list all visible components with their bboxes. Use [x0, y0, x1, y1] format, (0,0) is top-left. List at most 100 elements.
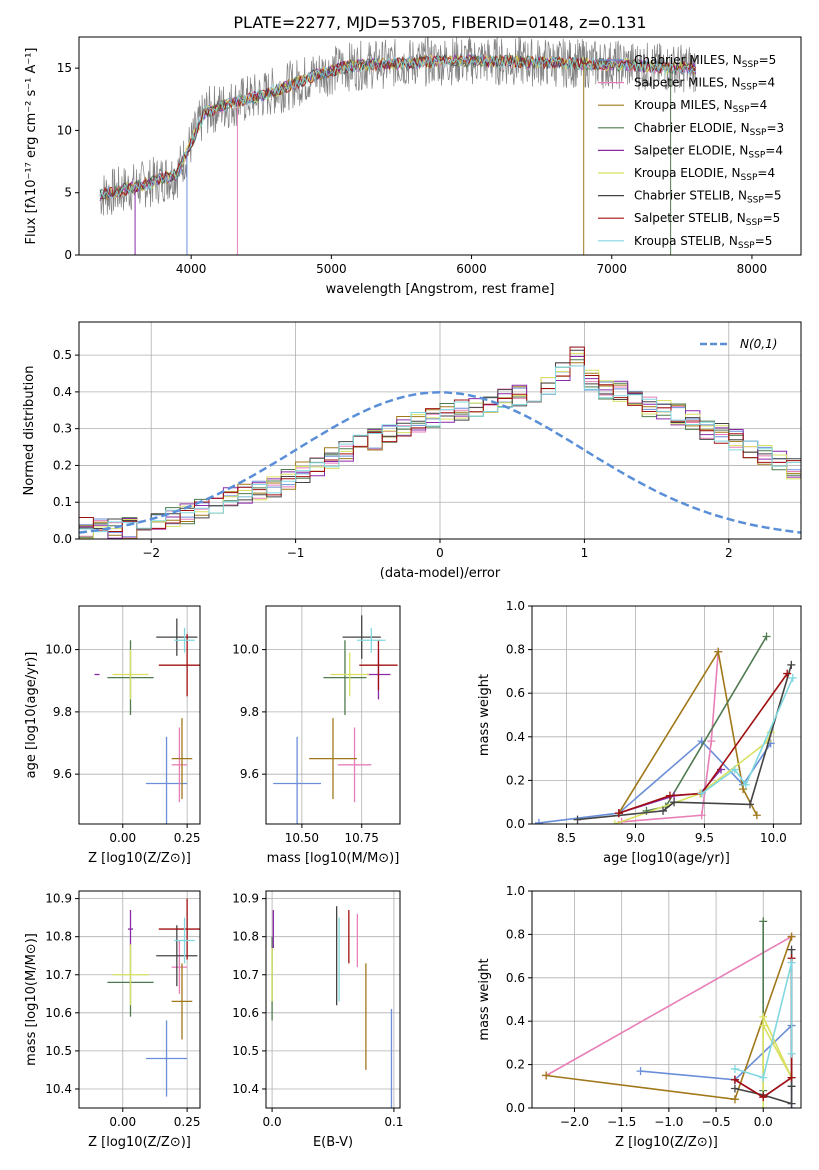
point-marker-salpeter_stelib: [730, 1075, 739, 1084]
y-tick-label: 0.8: [506, 927, 525, 941]
x-tick-label: 0.0: [263, 1115, 282, 1129]
point-marker-kroupa_miles: [739, 785, 748, 794]
point-marker-chabrier_stelib: [787, 660, 796, 669]
y-tick-label: 10.0: [232, 643, 259, 657]
x-tick-label: −1.0: [654, 1115, 683, 1129]
figure-title: PLATE=2277, MJD=53705, FIBERID=0148, z=0…: [233, 13, 646, 32]
x-axis-label: (data-model)/error: [380, 566, 501, 581]
plot-area-age_vs_mass: [273, 615, 398, 824]
series-line-salpeter_stelib: [618, 673, 788, 814]
plot-area-mass_weight_vs_Z: [542, 917, 796, 1108]
point-marker-chabrier_miles: [534, 818, 543, 824]
axes-frame: [78, 890, 201, 1109]
point-marker-kroupa_elodie: [610, 820, 619, 824]
y-tick-label: 0.2: [506, 1058, 525, 1072]
y-tick-label: 0.4: [53, 385, 72, 399]
y-tick-label: 10.8: [232, 930, 259, 944]
x-tick-label: −1.5: [607, 1115, 636, 1129]
y-tick-label: 10.7: [232, 968, 259, 982]
y-tick-label: 10.0: [45, 643, 72, 657]
axes-frame: [78, 36, 802, 256]
y-axis-label: mass weight: [477, 674, 492, 756]
series-line-salpeter_miles: [545, 935, 792, 1077]
point-marker-kroupa_miles: [714, 647, 723, 656]
series-line-kroupa_elodie: [762, 1016, 793, 1108]
y-tick-label: 0.4: [506, 1014, 525, 1028]
y-tick-label: 9.6: [53, 767, 72, 781]
axes-spectrum: 4000 5000 6000 7000 8000 0 5 10 15 wavelength [An…: [24, 36, 802, 297]
observed-spectrum-line: [99, 37, 696, 216]
point-marker-kroupa_miles: [542, 1071, 551, 1080]
axes-mass_weight_vs_age: 8.5 9.0 9.5 10.0 0.0 0.2 0.4 0.6 0.8 1.0 age [log1…: [477, 599, 802, 866]
axes-age_vs_Z: 0.00 0.25 9.6 9.8 10.0 Z [log10(Z/Z⊙)] age [lo…: [24, 605, 201, 866]
point-marker-kroupa_miles: [730, 1095, 739, 1104]
plot-area-spectrum: [99, 37, 697, 255]
legend-label: Kroupa STELIB, NSSP=5: [634, 234, 772, 251]
y-tick-label: 0.4: [506, 730, 525, 744]
point-marker-chabrier_stelib: [730, 1084, 739, 1093]
normal-curve: [79, 391, 801, 534]
x-tick-label: 10.75: [345, 831, 379, 845]
x-tick-label: 0.0: [754, 1115, 773, 1129]
axes-mass_vs_ebv: 0.0 0.1 10.4 10.5 10.6 10.7 10.8 10.9 E(B-V): [232, 890, 403, 1150]
point-marker-salpeter_stelib: [665, 791, 674, 800]
x-axis-label: age [log10(age/yr)]: [603, 851, 730, 866]
legend-label: Kroupa ELODIE, NSSP=4: [634, 166, 775, 183]
spectrum-legend: Chabrier MILES, NSSP=5 Salpeter MILES, NS…: [598, 53, 784, 251]
hist-legend: N(0,1): [700, 337, 777, 351]
x-tick-label: −1: [287, 546, 305, 560]
y-tick-label: 0.2: [53, 458, 72, 472]
series-line-kroupa_miles: [618, 649, 758, 816]
point-marker-kroupa_elodie: [759, 1021, 768, 1030]
point-marker-kroupa_stelib: [759, 1073, 768, 1082]
y-tick-label: 10.8: [45, 930, 72, 944]
axes-mass_weight_vs_Z: −2.0 −1.5 −1.0 −0.5 0.0 0.0 0.2 0.4 0.6 0.8 1.0 Z […: [477, 884, 802, 1150]
y-tick-label: 0.6: [506, 686, 525, 700]
x-tick-label: 8000: [737, 262, 768, 276]
x-tick-label: 0.25: [174, 831, 201, 845]
y-axis-label: mass [log10(M/M⊙)]: [24, 933, 39, 1066]
point-marker-kroupa_stelib: [787, 958, 796, 967]
x-tick-label: 10.0: [760, 831, 787, 845]
legend-label: Chabrier MILES, NSSP=5: [634, 53, 776, 70]
x-tick-label: 0.25: [174, 1115, 201, 1129]
y-tick-label: 10.4: [45, 1082, 72, 1096]
y-tick-label: 10.6: [232, 1006, 259, 1020]
model-spectrum-line-kroupa_stelib: [99, 53, 696, 199]
y-axis-label: Normed distribution: [22, 366, 37, 496]
y-axis-label: age [log10(age/yr)]: [24, 652, 39, 779]
point-marker-kroupa_stelib: [788, 673, 797, 682]
point-marker-kroupa_stelib: [697, 789, 706, 798]
y-tick-label: 10.4: [232, 1082, 259, 1096]
point-marker-chabrier_stelib: [745, 800, 754, 809]
x-tick-label: 8.5: [557, 831, 576, 845]
x-tick-label: −2.0: [560, 1115, 589, 1129]
x-tick-label: 1: [581, 546, 589, 560]
x-tick-label: 0.00: [109, 831, 136, 845]
y-tick-label: 1.0: [506, 884, 525, 898]
legend-label: Salpeter MILES, NSSP=4: [634, 76, 775, 93]
y-tick-label: 0.0: [53, 532, 72, 546]
legend-label: Salpeter STELIB, NSSP=5: [634, 211, 780, 228]
x-tick-label: −2: [142, 546, 160, 560]
y-tick-label: 1.0: [506, 599, 525, 613]
point-marker-chabrier_stelib: [787, 1099, 796, 1108]
axes-residual_hist: −2 −1 0 1 2 0.0 0.1 0.2 0.3 0.4 0.5 (data-model)/er…: [22, 321, 802, 581]
y-tick-label: 10.7: [45, 968, 72, 982]
y-tick-label: 0.2: [506, 773, 525, 787]
x-tick-label: 9.0: [626, 831, 645, 845]
axes-frame: [531, 890, 802, 1109]
point-marker-salpeter_miles: [707, 737, 716, 746]
x-tick-label: 6000: [456, 262, 487, 276]
axes-frame: [531, 605, 802, 825]
point-marker-chabrier_elodie: [759, 917, 768, 926]
y-tick-label: 0.0: [506, 1101, 525, 1115]
point-marker-chabrier_miles: [636, 1067, 645, 1076]
axes-mass_vs_Z: 0.00 0.25 10.4 10.5 10.6 10.7 10.8 10.9 Z [log10…: [24, 890, 201, 1150]
point-marker-salpeter_stelib: [614, 809, 623, 818]
plot-area-age_vs_Z: [94, 618, 200, 824]
plot-area-mass_vs_ebv: [271, 906, 393, 1108]
y-tick-label: 10.5: [232, 1044, 259, 1058]
x-tick-label: −0.5: [701, 1115, 730, 1129]
